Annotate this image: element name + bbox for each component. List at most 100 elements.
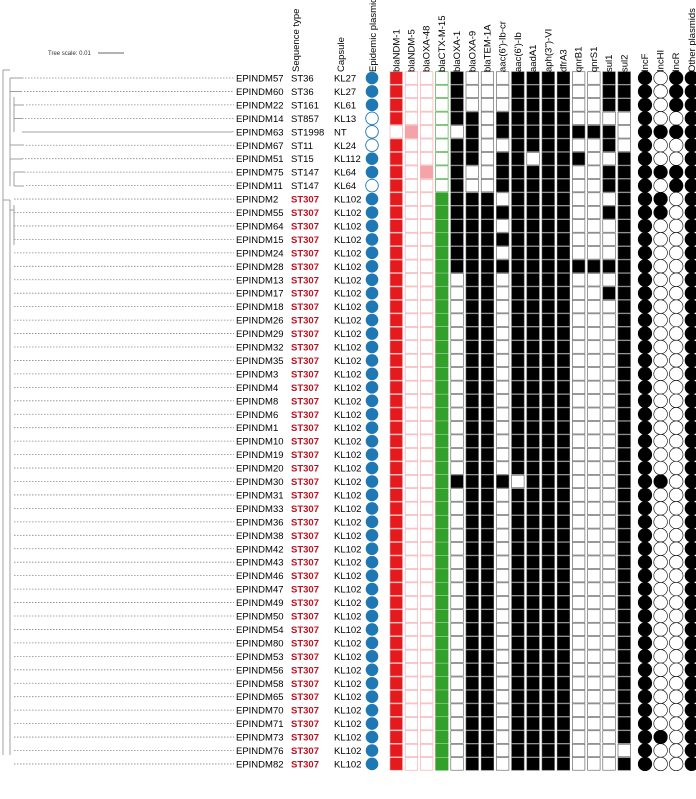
plasmid-marker bbox=[637, 218, 653, 234]
gene-cell bbox=[480, 313, 495, 327]
gene-cell bbox=[617, 353, 631, 368]
gene-cell bbox=[511, 111, 525, 125]
gene-cell bbox=[617, 434, 631, 448]
gene-cell bbox=[496, 219, 510, 233]
gene-cell bbox=[480, 340, 495, 354]
gene-cell bbox=[465, 717, 479, 731]
sequence-type-label: ST307 bbox=[291, 262, 319, 273]
gene-cell bbox=[450, 757, 464, 771]
capsule-label: KL13 bbox=[334, 114, 356, 125]
plasmid-marker bbox=[653, 178, 668, 193]
gene-cell bbox=[435, 353, 449, 368]
capsule-label: KL102 bbox=[334, 585, 361, 596]
gene-cell bbox=[450, 528, 464, 542]
plasmid-marker bbox=[684, 487, 696, 503]
gene-cell bbox=[450, 743, 464, 758]
gene-cell bbox=[435, 757, 449, 771]
gene-cell bbox=[511, 246, 525, 260]
gene-cell bbox=[556, 394, 571, 408]
gene-cell bbox=[496, 515, 510, 529]
gene-cell bbox=[617, 649, 631, 663]
plasmid-marker bbox=[637, 635, 653, 651]
gene-cell bbox=[389, 232, 403, 246]
gene-cell bbox=[480, 84, 495, 98]
capsule-label: KL102 bbox=[334, 652, 361, 663]
gene-cell bbox=[404, 542, 419, 556]
capsule-label: KL102 bbox=[334, 275, 361, 286]
gene-cell bbox=[526, 636, 540, 650]
plasmid-marker bbox=[669, 218, 684, 234]
gene-cell bbox=[587, 313, 601, 327]
gene-cell bbox=[420, 326, 434, 341]
gene-cell bbox=[602, 300, 616, 314]
gene-cell bbox=[541, 219, 555, 233]
gene-cell bbox=[465, 125, 479, 139]
gene-cell bbox=[496, 300, 510, 314]
gene-cell bbox=[404, 219, 419, 233]
gene-cell bbox=[617, 394, 631, 408]
gene-cell bbox=[587, 300, 601, 314]
gene-cell bbox=[480, 595, 495, 610]
gene-cell bbox=[450, 313, 464, 327]
gene-cell bbox=[404, 205, 419, 220]
gene-cell bbox=[526, 353, 540, 368]
gene-cell bbox=[389, 690, 403, 704]
plasmid-marker bbox=[637, 326, 653, 341]
epidemic-plasmid-marker bbox=[365, 650, 379, 663]
gene-cell bbox=[617, 340, 631, 354]
gene-cell bbox=[572, 219, 586, 233]
gene-cell bbox=[602, 84, 616, 98]
gene-cell bbox=[572, 555, 586, 569]
gene-cell bbox=[617, 636, 631, 650]
gene-cell bbox=[587, 192, 601, 206]
sequence-type-label: ST857 bbox=[291, 114, 319, 125]
sequence-type-label: ST307 bbox=[291, 437, 319, 448]
plasmid-marker bbox=[637, 380, 653, 395]
sequence-type-label: ST307 bbox=[291, 221, 319, 232]
gene-cell bbox=[465, 582, 479, 596]
gene-cell bbox=[602, 259, 616, 273]
gene-cell bbox=[572, 165, 586, 179]
gene-cell bbox=[404, 165, 419, 179]
gene-cell bbox=[511, 273, 525, 287]
gene-cell bbox=[556, 152, 571, 166]
epidemic-plasmid-marker bbox=[365, 394, 379, 408]
gene-cell bbox=[602, 676, 616, 690]
gene-cell bbox=[617, 111, 631, 125]
gene-cell bbox=[496, 676, 510, 690]
plasmid-marker bbox=[669, 434, 684, 449]
gene-cell bbox=[556, 448, 571, 462]
gene-cell bbox=[556, 259, 571, 273]
capsule-label: KL102 bbox=[334, 248, 361, 259]
gene-cell bbox=[404, 757, 419, 771]
gene-cell bbox=[480, 165, 495, 179]
isolate-id: EPINDM10 bbox=[236, 437, 284, 448]
gene-cell bbox=[404, 717, 419, 731]
sequence-type-label: ST36 bbox=[291, 74, 314, 85]
gene-cell bbox=[465, 246, 479, 260]
gene-cell bbox=[465, 179, 479, 193]
gene-cell bbox=[480, 676, 495, 690]
gene-cell bbox=[420, 515, 434, 529]
gene-cell bbox=[404, 286, 419, 300]
gene-cell bbox=[556, 488, 571, 502]
gene-cell bbox=[572, 313, 586, 327]
gene-cell bbox=[480, 448, 495, 462]
gene-cell bbox=[511, 313, 525, 327]
gene-cell bbox=[465, 636, 479, 650]
gene-cell bbox=[572, 340, 586, 354]
gene-cell bbox=[389, 717, 403, 731]
gene-cell bbox=[435, 730, 449, 744]
gene-cell bbox=[496, 474, 510, 489]
gene-cell bbox=[526, 717, 540, 731]
isolate-row: EPINDM75 ST147 KL64 bbox=[236, 165, 696, 180]
plasmid-marker bbox=[669, 366, 684, 382]
isolate-row: EPINDM1 ST307 KL102 bbox=[236, 420, 696, 435]
plasmid-marker bbox=[637, 729, 653, 745]
gene-cell bbox=[511, 434, 525, 448]
plasmid-marker bbox=[669, 703, 684, 718]
plasmid-marker bbox=[637, 528, 653, 543]
sequence-type-label: ST307 bbox=[291, 652, 319, 663]
gene-cell bbox=[420, 676, 434, 690]
gene-cell bbox=[435, 488, 449, 502]
